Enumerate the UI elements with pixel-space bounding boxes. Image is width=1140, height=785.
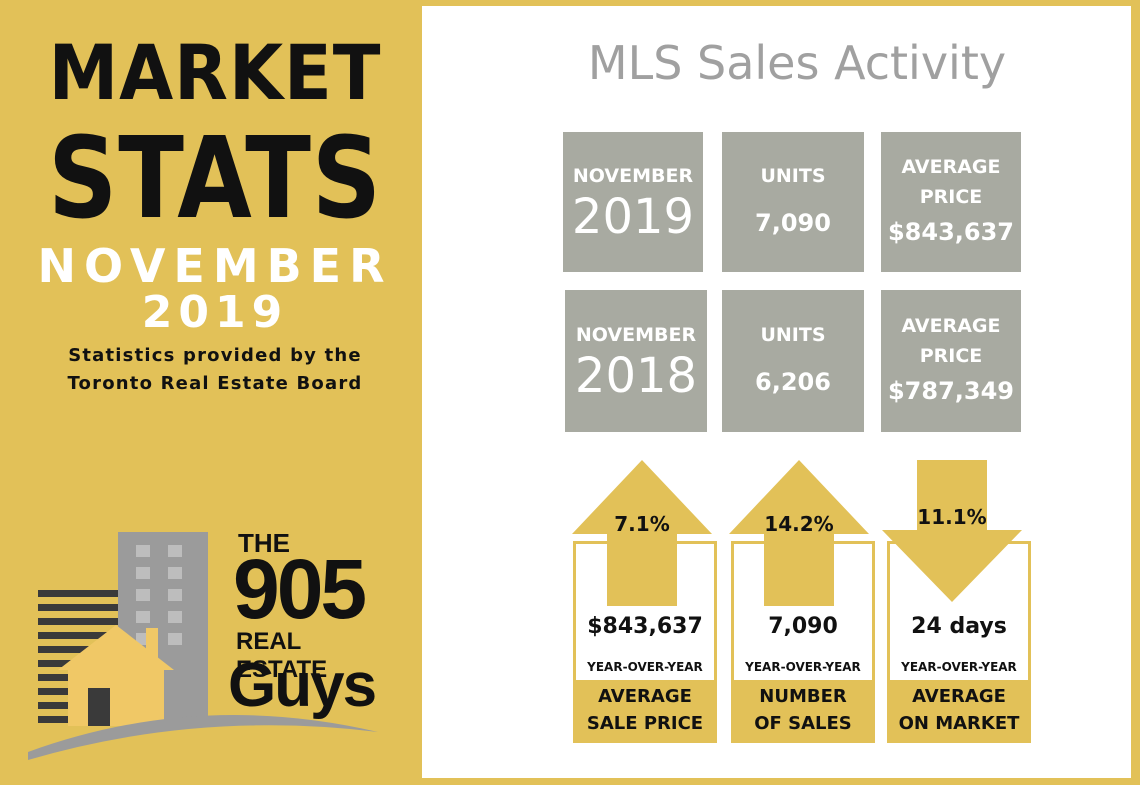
change-yoy: YEAR-OVER-YEAR [901, 660, 1017, 674]
units-value: 6,206 [755, 368, 831, 396]
change-label-2: SALE PRICE [586, 713, 704, 734]
units-label: UNITS [760, 324, 826, 346]
left-banner: MARKET STATS NOVEMBER 2019 Statistics pr… [0, 0, 420, 785]
company-logo: THE 905 REAL ESTATE Guys [28, 520, 398, 765]
source-line-2: Toronto Real Estate Board [67, 373, 363, 394]
change-yoy: YEAR-OVER-YEAR [587, 660, 703, 674]
house-building-icon [28, 532, 378, 760]
change-label: AVERAGE SALE PRICE [576, 680, 714, 740]
change-card-price: $843,637 YEAR-OVER-YEAR AVERAGE SALE PRI… [573, 541, 717, 743]
logo-word-the: THE [238, 528, 290, 558]
units-value: 7,090 [755, 209, 831, 237]
period-month: NOVEMBER [575, 324, 697, 346]
price-value: $787,349 [887, 377, 1014, 405]
change-yoy: YEAR-OVER-YEAR [745, 660, 861, 674]
source-line-1: Statistics provided by the [68, 345, 362, 366]
change-label-1: AVERAGE [912, 686, 1006, 707]
logo-word-905: 905 [233, 542, 367, 636]
title-stats: STATS [47, 114, 383, 244]
report-month: NOVEMBER [37, 239, 393, 293]
change-label-1: NUMBER [759, 686, 847, 707]
logo-word-guys: Guys [228, 651, 377, 720]
panel-heading: MLS Sales Activity [587, 36, 1007, 90]
change-label: NUMBER OF SALES [734, 680, 872, 740]
change-card-dom: 24 days YEAR-OVER-YEAR AVERAGE ON MARKET [887, 541, 1031, 743]
price-value: $843,637 [887, 218, 1014, 246]
change-value: 24 days [911, 614, 1007, 639]
title-market: MARKET [48, 28, 382, 117]
price-label-1: AVERAGE [901, 315, 1001, 337]
source-note: Statistics provided by the Toronto Real … [20, 342, 410, 398]
price-label-2: PRICE [919, 345, 983, 367]
units-cell-2019: UNITS 7,090 [722, 132, 864, 272]
change-label-2: OF SALES [754, 713, 852, 734]
period-year: 2019 [571, 189, 695, 245]
price-label-1: AVERAGE [901, 156, 1001, 178]
units-label: UNITS [760, 165, 826, 187]
change-card-sales: 7,090 YEAR-OVER-YEAR NUMBER OF SALES [731, 541, 875, 743]
report-year: 2019 [141, 287, 289, 338]
change-percent-price: 7.1% [614, 512, 670, 536]
change-value: $843,637 [587, 614, 703, 639]
period-cell-2019: NOVEMBER 2019 [563, 132, 703, 272]
price-cell-2019: AVERAGE PRICE $843,637 [881, 132, 1021, 272]
period-year: 2018 [574, 348, 698, 404]
change-label: AVERAGE ON MARKET [890, 680, 1028, 740]
units-cell-2018: UNITS 6,206 [722, 290, 864, 432]
period-cell-2018: NOVEMBER 2018 [565, 290, 707, 432]
price-cell-2018: AVERAGE PRICE $787,349 [881, 290, 1021, 432]
price-label-2: PRICE [919, 186, 983, 208]
logo-word-real-estate: REAL ESTATE [236, 628, 328, 683]
change-percent-sales: 14.2% [764, 512, 834, 536]
period-month: NOVEMBER [572, 165, 694, 187]
change-value: 7,090 [768, 614, 838, 639]
stats-panel: MLS Sales Activity NOVEMBER 2019 UNITS 7… [422, 6, 1131, 778]
change-label-1: AVERAGE [598, 686, 692, 707]
change-label-2: ON MARKET [898, 713, 1020, 734]
change-percent-dom: 11.1% [917, 505, 987, 529]
